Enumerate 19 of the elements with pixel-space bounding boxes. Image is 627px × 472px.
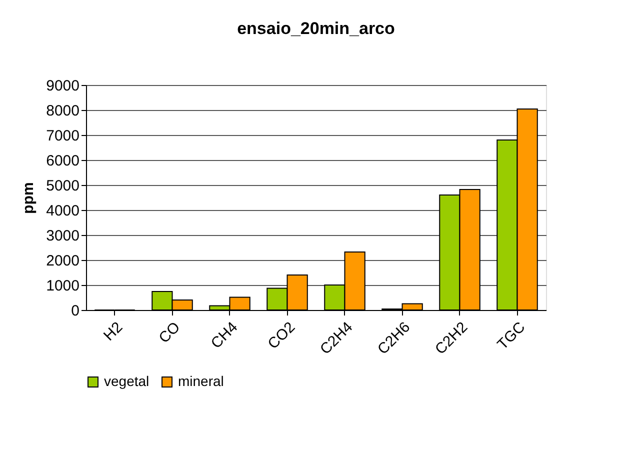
y-tick-label: 0 xyxy=(71,302,80,320)
y-tick-label: 2000 xyxy=(46,252,80,270)
y-tick-label: 9000 xyxy=(46,78,80,94)
y-tick-label: 1000 xyxy=(46,278,80,294)
chart-title: ensaio_20min_arco xyxy=(237,19,395,38)
x-tick-label: CH4 xyxy=(208,318,242,352)
y-axis-title: ppm xyxy=(20,182,38,214)
x-tick-label: TGC xyxy=(494,318,529,354)
y-tick-label: 6000 xyxy=(46,152,80,170)
x-tick-label: H2 xyxy=(100,318,126,344)
x-tick-label: CO2 xyxy=(264,318,299,353)
y-tick-label: 8000 xyxy=(46,102,80,120)
y-tick-label: 5000 xyxy=(46,178,80,194)
legend-label: mineral xyxy=(178,373,224,389)
y-tick-label: 4000 xyxy=(46,202,80,220)
y-tick-label: 7000 xyxy=(46,128,80,144)
x-tick-label: CO xyxy=(156,318,184,347)
legend-label: vegetal xyxy=(104,373,150,389)
y-tick-label: 3000 xyxy=(46,228,80,244)
